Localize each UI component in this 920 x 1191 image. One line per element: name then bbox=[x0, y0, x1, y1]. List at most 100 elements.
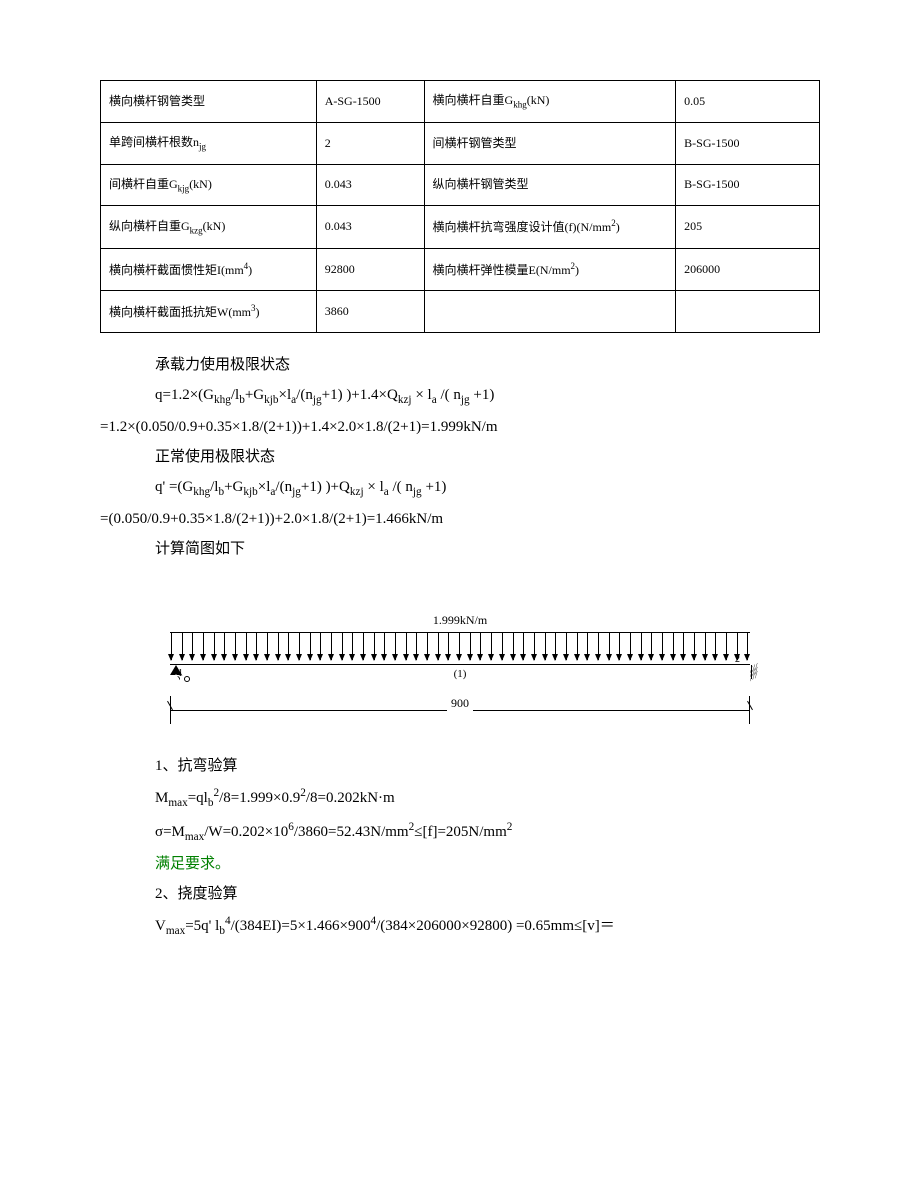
param-label bbox=[424, 290, 676, 332]
param-label: 间横杆钢管类型 bbox=[424, 122, 676, 164]
equation-mmax: Mmax=qlb2/8=1.999×0.92/8=0.202kN·m bbox=[155, 784, 820, 812]
load-arrow-icon bbox=[331, 633, 332, 660]
param-value: A-SG-1500 bbox=[316, 81, 424, 123]
load-arrow-icon bbox=[480, 633, 481, 660]
load-arrow-icon bbox=[352, 633, 353, 660]
distributed-load-arrows bbox=[170, 632, 750, 660]
load-arrow-icon bbox=[267, 633, 268, 660]
node-label-right: 2 bbox=[735, 652, 740, 668]
load-arrow-icon bbox=[555, 633, 556, 660]
load-arrow-icon bbox=[320, 633, 321, 660]
load-arrow-icon bbox=[470, 633, 471, 660]
load-arrow-icon bbox=[427, 633, 428, 660]
node-label-left: 1 bbox=[178, 666, 183, 682]
table-row: 横向横杆截面抵抗矩W(mm3)3860 bbox=[101, 290, 820, 332]
load-arrow-icon bbox=[715, 633, 716, 660]
param-value: 206000 bbox=[676, 248, 820, 290]
table-row: 横向横杆钢管类型A-SG-1500横向横杆自重Gkhg(kN)0.05 bbox=[101, 81, 820, 123]
load-arrow-icon bbox=[246, 633, 247, 660]
load-arrow-icon bbox=[363, 633, 364, 660]
param-value: 0.043 bbox=[316, 206, 424, 248]
load-arrow-icon bbox=[310, 633, 311, 660]
load-arrow-icon bbox=[491, 633, 492, 660]
result-ok: 满足要求。 bbox=[155, 852, 820, 876]
param-value bbox=[676, 290, 820, 332]
param-label: 横向横杆弹性模量E(N/mm2) bbox=[424, 248, 676, 290]
equation-sigma: σ=Mmax/W=0.202×106/3860=52.43N/mm2≤[f]=2… bbox=[155, 818, 820, 846]
load-arrow-icon bbox=[214, 633, 215, 660]
param-label: 横向横杆截面抵抗矩W(mm3) bbox=[101, 290, 317, 332]
load-arrow-icon bbox=[683, 633, 684, 660]
load-arrow-icon bbox=[587, 633, 588, 660]
load-arrow-icon bbox=[278, 633, 279, 660]
load-arrow-icon bbox=[577, 633, 578, 660]
equation-q-formula: q=1.2×(Gkhg/lb+Gkjb×la/(njg+1) )+1.4×Qkz… bbox=[155, 383, 820, 409]
section-bending-check: 1、抗弯验算 bbox=[155, 754, 820, 778]
load-arrow-icon bbox=[448, 633, 449, 660]
span-id-label: (1) bbox=[454, 666, 467, 684]
param-value: B-SG-1500 bbox=[676, 164, 820, 206]
param-value: 92800 bbox=[316, 248, 424, 290]
equation-q-calc: =1.2×(0.050/0.9+0.35×1.8/(2+1))+1.4×2.0×… bbox=[100, 415, 820, 439]
distributed-load-label: 1.999kN/m bbox=[170, 611, 750, 630]
load-arrow-icon bbox=[406, 633, 407, 660]
param-label: 单跨间横杆根数njg bbox=[101, 122, 317, 164]
load-arrow-icon bbox=[288, 633, 289, 660]
beam-axis bbox=[170, 664, 750, 665]
param-value: 0.05 bbox=[676, 81, 820, 123]
load-arrow-icon bbox=[438, 633, 439, 660]
param-label: 纵向横杆钢管类型 bbox=[424, 164, 676, 206]
dimension-line: 900 bbox=[170, 700, 750, 724]
table-row: 纵向横杆自重Gkzg(kN)0.043横向横杆抗弯强度设计值(f)(N/mm2)… bbox=[101, 206, 820, 248]
load-arrow-icon bbox=[342, 633, 343, 660]
param-value: B-SG-1500 bbox=[676, 122, 820, 164]
param-label: 横向横杆截面惯性矩I(mm4) bbox=[101, 248, 317, 290]
load-arrow-icon bbox=[523, 633, 524, 660]
equation-qprime-calc: =(0.050/0.9+0.35×1.8/(2+1))+2.0×1.8/(2+1… bbox=[100, 507, 820, 531]
load-arrow-icon bbox=[673, 633, 674, 660]
load-arrow-icon bbox=[641, 633, 642, 660]
load-arrow-icon bbox=[384, 633, 385, 660]
load-arrow-icon bbox=[694, 633, 695, 660]
span-length-label: 900 bbox=[447, 694, 473, 713]
load-arrow-icon bbox=[182, 633, 183, 660]
load-arrow-icon bbox=[502, 633, 503, 660]
load-arrow-icon bbox=[609, 633, 610, 660]
section-deflection-check: 2、挠度验算 bbox=[155, 882, 820, 906]
load-arrow-icon bbox=[374, 633, 375, 660]
load-arrow-icon bbox=[651, 633, 652, 660]
load-arrow-icon bbox=[224, 633, 225, 660]
load-arrow-icon bbox=[566, 633, 567, 660]
table-row: 间横杆自重Gkjg(kN)0.043纵向横杆钢管类型B-SG-1500 bbox=[101, 164, 820, 206]
load-arrow-icon bbox=[203, 633, 204, 660]
load-arrow-icon bbox=[619, 633, 620, 660]
param-label: 横向横杆抗弯强度设计值(f)(N/mm2) bbox=[424, 206, 676, 248]
param-label: 横向横杆钢管类型 bbox=[101, 81, 317, 123]
param-value: 2 bbox=[316, 122, 424, 164]
load-arrow-icon bbox=[235, 633, 236, 660]
beam-diagram: 1.999kN/m 1 (1) 2 ///////// 900 bbox=[100, 611, 820, 724]
param-label: 间横杆自重Gkjg(kN) bbox=[101, 164, 317, 206]
param-value: 0.043 bbox=[316, 164, 424, 206]
load-arrow-icon bbox=[299, 633, 300, 660]
load-arrow-icon bbox=[598, 633, 599, 660]
load-arrow-icon bbox=[747, 633, 748, 660]
load-arrow-icon bbox=[192, 633, 193, 660]
load-arrow-icon bbox=[630, 633, 631, 660]
param-label: 纵向横杆自重Gkzg(kN) bbox=[101, 206, 317, 248]
equation-vmax: Vmax=5q' lb4/(384EI)=5×1.466×9004/(384×2… bbox=[155, 912, 820, 940]
load-arrow-icon bbox=[513, 633, 514, 660]
parameters-table: 横向横杆钢管类型A-SG-1500横向横杆自重Gkhg(kN)0.05单跨间横杆… bbox=[100, 80, 820, 333]
table-row: 横向横杆截面惯性矩I(mm4)92800横向横杆弹性模量E(N/mm2)2060… bbox=[101, 248, 820, 290]
table-row: 单跨间横杆根数njg2间横杆钢管类型B-SG-1500 bbox=[101, 122, 820, 164]
load-arrow-icon bbox=[459, 633, 460, 660]
param-value: 205 bbox=[676, 206, 820, 248]
heading-diagram: 计算简图如下 bbox=[155, 537, 820, 561]
equation-qprime-formula: q' =(Gkhg/lb+Gkjb×la/(njg+1) )+Qkzj × la… bbox=[155, 475, 820, 501]
load-arrow-icon bbox=[416, 633, 417, 660]
load-arrow-icon bbox=[705, 633, 706, 660]
param-label: 横向横杆自重Gkhg(kN) bbox=[424, 81, 676, 123]
load-arrow-icon bbox=[545, 633, 546, 660]
load-arrow-icon bbox=[662, 633, 663, 660]
load-arrow-icon bbox=[534, 633, 535, 660]
